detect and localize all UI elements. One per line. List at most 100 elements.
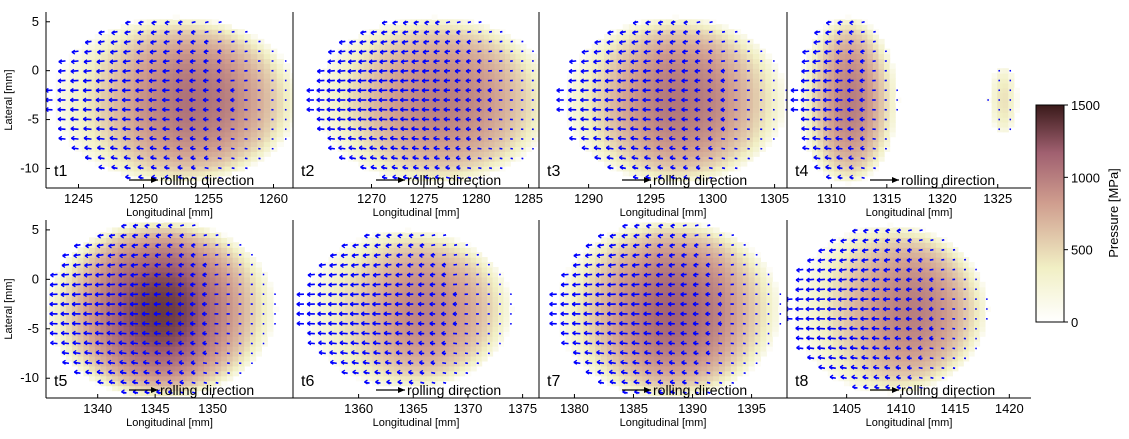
pressure-cell	[510, 68, 517, 74]
pressure-cell	[494, 78, 501, 84]
pressure-cell	[666, 92, 673, 99]
shear-vector-head	[176, 41, 181, 45]
shear-vector-head	[454, 80, 459, 84]
pressure-cell	[771, 102, 779, 108]
pressure-cell	[172, 48, 180, 55]
pressure-cell	[416, 170, 422, 177]
pressure-cell	[416, 107, 422, 113]
shear-vector-head	[391, 32, 396, 36]
pressure-cell	[88, 156, 96, 162]
pressure-cell	[374, 141, 380, 148]
pressure-cell	[510, 112, 517, 118]
pressure-cell	[237, 136, 245, 143]
pressure-cell	[179, 48, 187, 55]
pressure-cell	[120, 63, 128, 69]
shear-vector-head	[432, 109, 437, 113]
pressure-cell	[244, 73, 252, 79]
pressure-cell	[436, 97, 443, 104]
pressure-cell	[525, 136, 532, 143]
pressure-cell	[746, 156, 754, 162]
pressure-cell	[447, 92, 454, 99]
pressure-cell	[172, 73, 180, 79]
pressure-cell	[740, 87, 748, 94]
pressure-cell	[426, 82, 433, 89]
pressure-cell	[416, 92, 422, 99]
pressure-cell	[684, 82, 692, 89]
shear-vector-head	[326, 118, 331, 122]
shear-vector-head	[326, 108, 331, 113]
pressure-cell	[542, 88, 548, 93]
pressure-cell	[515, 68, 522, 74]
pressure-cell	[332, 73, 339, 79]
shear-vector-head	[162, 80, 166, 84]
pressure-cell	[327, 122, 333, 128]
pressure-cell	[159, 166, 167, 172]
pressure-cell	[721, 146, 729, 152]
pressure-cell	[218, 131, 226, 138]
pressure-cell	[244, 78, 252, 84]
pressure-cell	[641, 92, 649, 99]
pressure-cell	[81, 43, 89, 50]
pressure-cell	[442, 73, 449, 79]
pressure-cell	[198, 131, 206, 138]
pressure-cell	[436, 107, 443, 113]
pressure-cell	[140, 48, 148, 55]
pressure-cell	[140, 151, 148, 157]
pressure-cell	[237, 63, 245, 69]
shear-vector-head	[399, 99, 404, 103]
pressure-cell	[591, 63, 599, 69]
pressure-cell	[759, 58, 766, 64]
pressure-cell	[363, 161, 370, 167]
pressure-cell	[384, 24, 391, 30]
pressure-cell	[690, 73, 698, 79]
pressure-cell	[765, 58, 773, 64]
pressure-cell	[494, 97, 501, 104]
pressure-cell	[379, 63, 386, 69]
shear-vector	[204, 166, 209, 170]
shear-vector	[231, 30, 235, 33]
pressure-cell	[510, 73, 517, 79]
pressure-cell	[363, 87, 370, 94]
pressure-cell	[752, 131, 760, 138]
pressure-cell	[395, 82, 401, 89]
pressure-cell	[342, 48, 349, 55]
pressure-cell	[159, 19, 167, 25]
pressure-cell	[140, 146, 148, 152]
pressure-cell	[678, 29, 686, 35]
pressure-cell	[610, 97, 618, 104]
pressure-cell	[721, 107, 729, 113]
pressure-cell	[690, 58, 698, 64]
pressure-cell	[368, 122, 375, 128]
pressure-cell	[379, 166, 386, 172]
pressure-cell	[353, 58, 360, 64]
pressure-cell	[363, 43, 370, 50]
pressure-cell	[610, 92, 618, 99]
shear-vector-head	[216, 60, 221, 64]
pressure-cell	[610, 141, 618, 148]
pressure-cell	[442, 29, 449, 35]
pressure-cell	[421, 24, 428, 30]
shear-vector-head	[642, 89, 647, 93]
pressure-cell	[81, 102, 89, 108]
pressure-cell	[659, 82, 667, 89]
shear-vector-head	[71, 51, 76, 55]
pressure-cell	[579, 112, 587, 118]
pressure-cell	[426, 19, 433, 25]
pressure-cell	[257, 63, 265, 69]
pressure-cell	[153, 19, 161, 25]
shear-vector-head	[148, 109, 153, 113]
pressure-cell	[436, 58, 443, 64]
shear-vector-head	[306, 89, 311, 93]
pressure-cell	[416, 78, 422, 84]
pressure-cell	[752, 68, 760, 74]
pressure-cell	[463, 141, 469, 148]
pressure-cell	[257, 102, 265, 108]
pressure-cell	[62, 97, 70, 104]
pressure-cell	[88, 92, 96, 99]
pressure-cell	[263, 146, 271, 152]
pressure-cell	[703, 48, 711, 55]
shear-vector-head	[644, 166, 649, 170]
shear-vector-head	[592, 80, 597, 84]
pressure-cell	[478, 34, 485, 40]
pressure-cell	[270, 126, 278, 133]
